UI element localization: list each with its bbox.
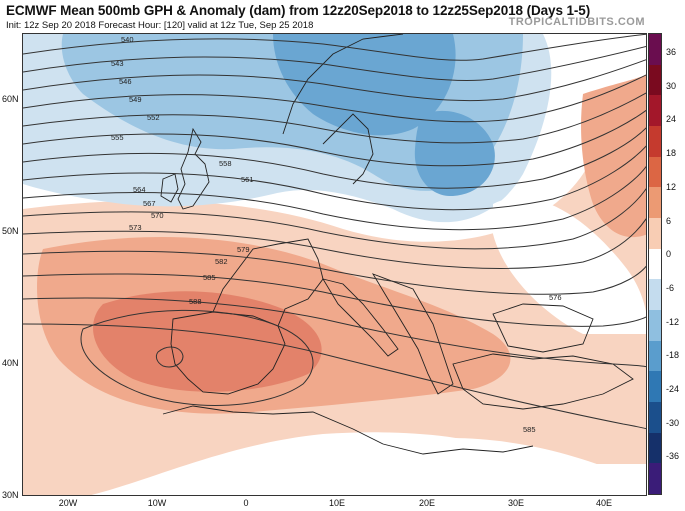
colorbar-segment <box>649 34 661 66</box>
coastline-black-sea <box>492 303 594 353</box>
contour-label: 540 <box>121 35 134 44</box>
colorbar-segment <box>649 126 661 158</box>
colorbar-segment <box>649 402 661 434</box>
colorbar-segment <box>649 187 661 219</box>
lon-label-0: 0 <box>243 498 249 508</box>
colorbar-label: 0 <box>666 249 672 260</box>
colorbar-segment <box>649 279 661 311</box>
coastline-scandinavia <box>282 34 404 185</box>
coastline-north-africa <box>162 405 534 455</box>
contour-label: 588 <box>189 297 202 306</box>
baltic-negative-anomaly <box>414 110 495 197</box>
colorbar-label: 18 <box>666 148 677 159</box>
contour-line <box>23 188 646 250</box>
contour-label: 558 <box>219 159 232 168</box>
contour-label: 570 <box>151 211 164 220</box>
coastline-italy <box>322 278 399 357</box>
contour-line <box>23 145 646 211</box>
colorbar-segment <box>649 432 661 464</box>
contour-label: 561 <box>241 175 254 184</box>
colorbar-label: -12 <box>666 316 680 327</box>
south-white-band <box>175 438 646 495</box>
colorbar-segment <box>649 156 661 188</box>
colorbar-label: 36 <box>666 47 677 57</box>
contour-line-588 <box>80 309 314 406</box>
contour-label: 546 <box>119 77 132 86</box>
anomaly-map: 540 543 546 549 552 555 558 561 564 567 … <box>22 33 647 496</box>
contour-line <box>23 109 646 167</box>
contour-line <box>23 59 646 102</box>
colorbar-segment <box>649 463 661 495</box>
colorbar-label: -36 <box>666 451 680 462</box>
contour-line <box>23 45 646 82</box>
east-white-band <box>493 197 646 334</box>
contour-line <box>23 273 646 327</box>
contour-line-closed-low <box>155 346 184 368</box>
contour-line <box>23 92 646 144</box>
colorbar-segment <box>649 64 661 96</box>
colorbar-label: -24 <box>666 384 680 394</box>
colorbar-segment <box>649 218 661 250</box>
map-canvas: 540 543 546 549 552 555 558 561 564 567 … <box>23 34 646 495</box>
lat-label-60n: 60N <box>2 94 19 104</box>
map-title: ECMWF Mean 500mb GPH & Anomaly (dam) fro… <box>6 3 591 18</box>
colorbar-segment <box>649 95 661 127</box>
anomaly-shading <box>23 34 646 495</box>
contour-line <box>23 218 646 269</box>
contour-label: 552 <box>147 113 160 122</box>
contour-label: 579 <box>237 245 250 254</box>
lat-label-40n: 40N <box>2 358 19 368</box>
contour-label: 585 <box>203 273 216 282</box>
colorbar-label: -6 <box>666 282 675 293</box>
lat-label-30n: 30N <box>2 490 19 500</box>
contour-line <box>23 250 646 295</box>
contour-label: 573 <box>129 223 142 232</box>
east-positive-anomaly <box>581 74 646 238</box>
coastline-france <box>212 238 324 327</box>
colorbar-segment <box>649 310 661 342</box>
anomaly-colorbar <box>648 33 662 495</box>
colorbar-label: 12 <box>666 181 677 192</box>
contour-label: 549 <box>129 95 142 104</box>
height-contours <box>23 34 646 430</box>
lat-label-50n: 50N <box>2 226 19 236</box>
lon-label-20w: 20W <box>58 498 78 508</box>
colorbar-label: -30 <box>666 417 680 428</box>
contour-line <box>23 297 646 368</box>
coastline-iberia <box>170 311 286 395</box>
colorbar-segment <box>649 248 661 280</box>
contour-label: 585 <box>523 425 536 434</box>
contour-label-group: 540 543 546 549 552 555 558 561 564 567 … <box>111 35 562 434</box>
colorbar-label: 24 <box>666 114 677 125</box>
contour-label: 555 <box>111 133 124 142</box>
brand-watermark: TROPICALTIDBITS.COM <box>508 16 645 28</box>
lon-label-30e: 30E <box>507 498 525 508</box>
colorbar-label: 30 <box>666 80 677 91</box>
contour-line <box>23 127 646 189</box>
colorbar-label: -18 <box>666 350 680 361</box>
strong-positive-anomaly <box>93 291 322 392</box>
map-subtitle: Init: 12z Sep 20 2018 Forecast Hour: [12… <box>6 20 314 31</box>
contour-label: 576 <box>549 293 562 302</box>
colorbar-label: 6 <box>666 215 672 226</box>
lon-label-10w: 10W <box>147 498 167 508</box>
coastline-turkey <box>452 353 634 410</box>
contour-line <box>23 323 646 430</box>
lon-label-10e: 10E <box>328 498 346 508</box>
contour-line <box>23 74 646 123</box>
contour-line <box>23 34 646 61</box>
contour-label: 564 <box>133 185 146 194</box>
contour-label: 582 <box>215 257 228 266</box>
colorbar-segment <box>649 340 661 372</box>
lon-label-40e: 40E <box>595 498 613 508</box>
contour-label: 543 <box>111 59 124 68</box>
contour-label: 567 <box>143 199 156 208</box>
colorbar-segment <box>649 371 661 403</box>
coastline-british-isles <box>177 127 210 210</box>
lon-label-20e: 20E <box>418 498 436 508</box>
negative-anomaly-core <box>273 34 456 136</box>
contour-line <box>23 165 646 231</box>
